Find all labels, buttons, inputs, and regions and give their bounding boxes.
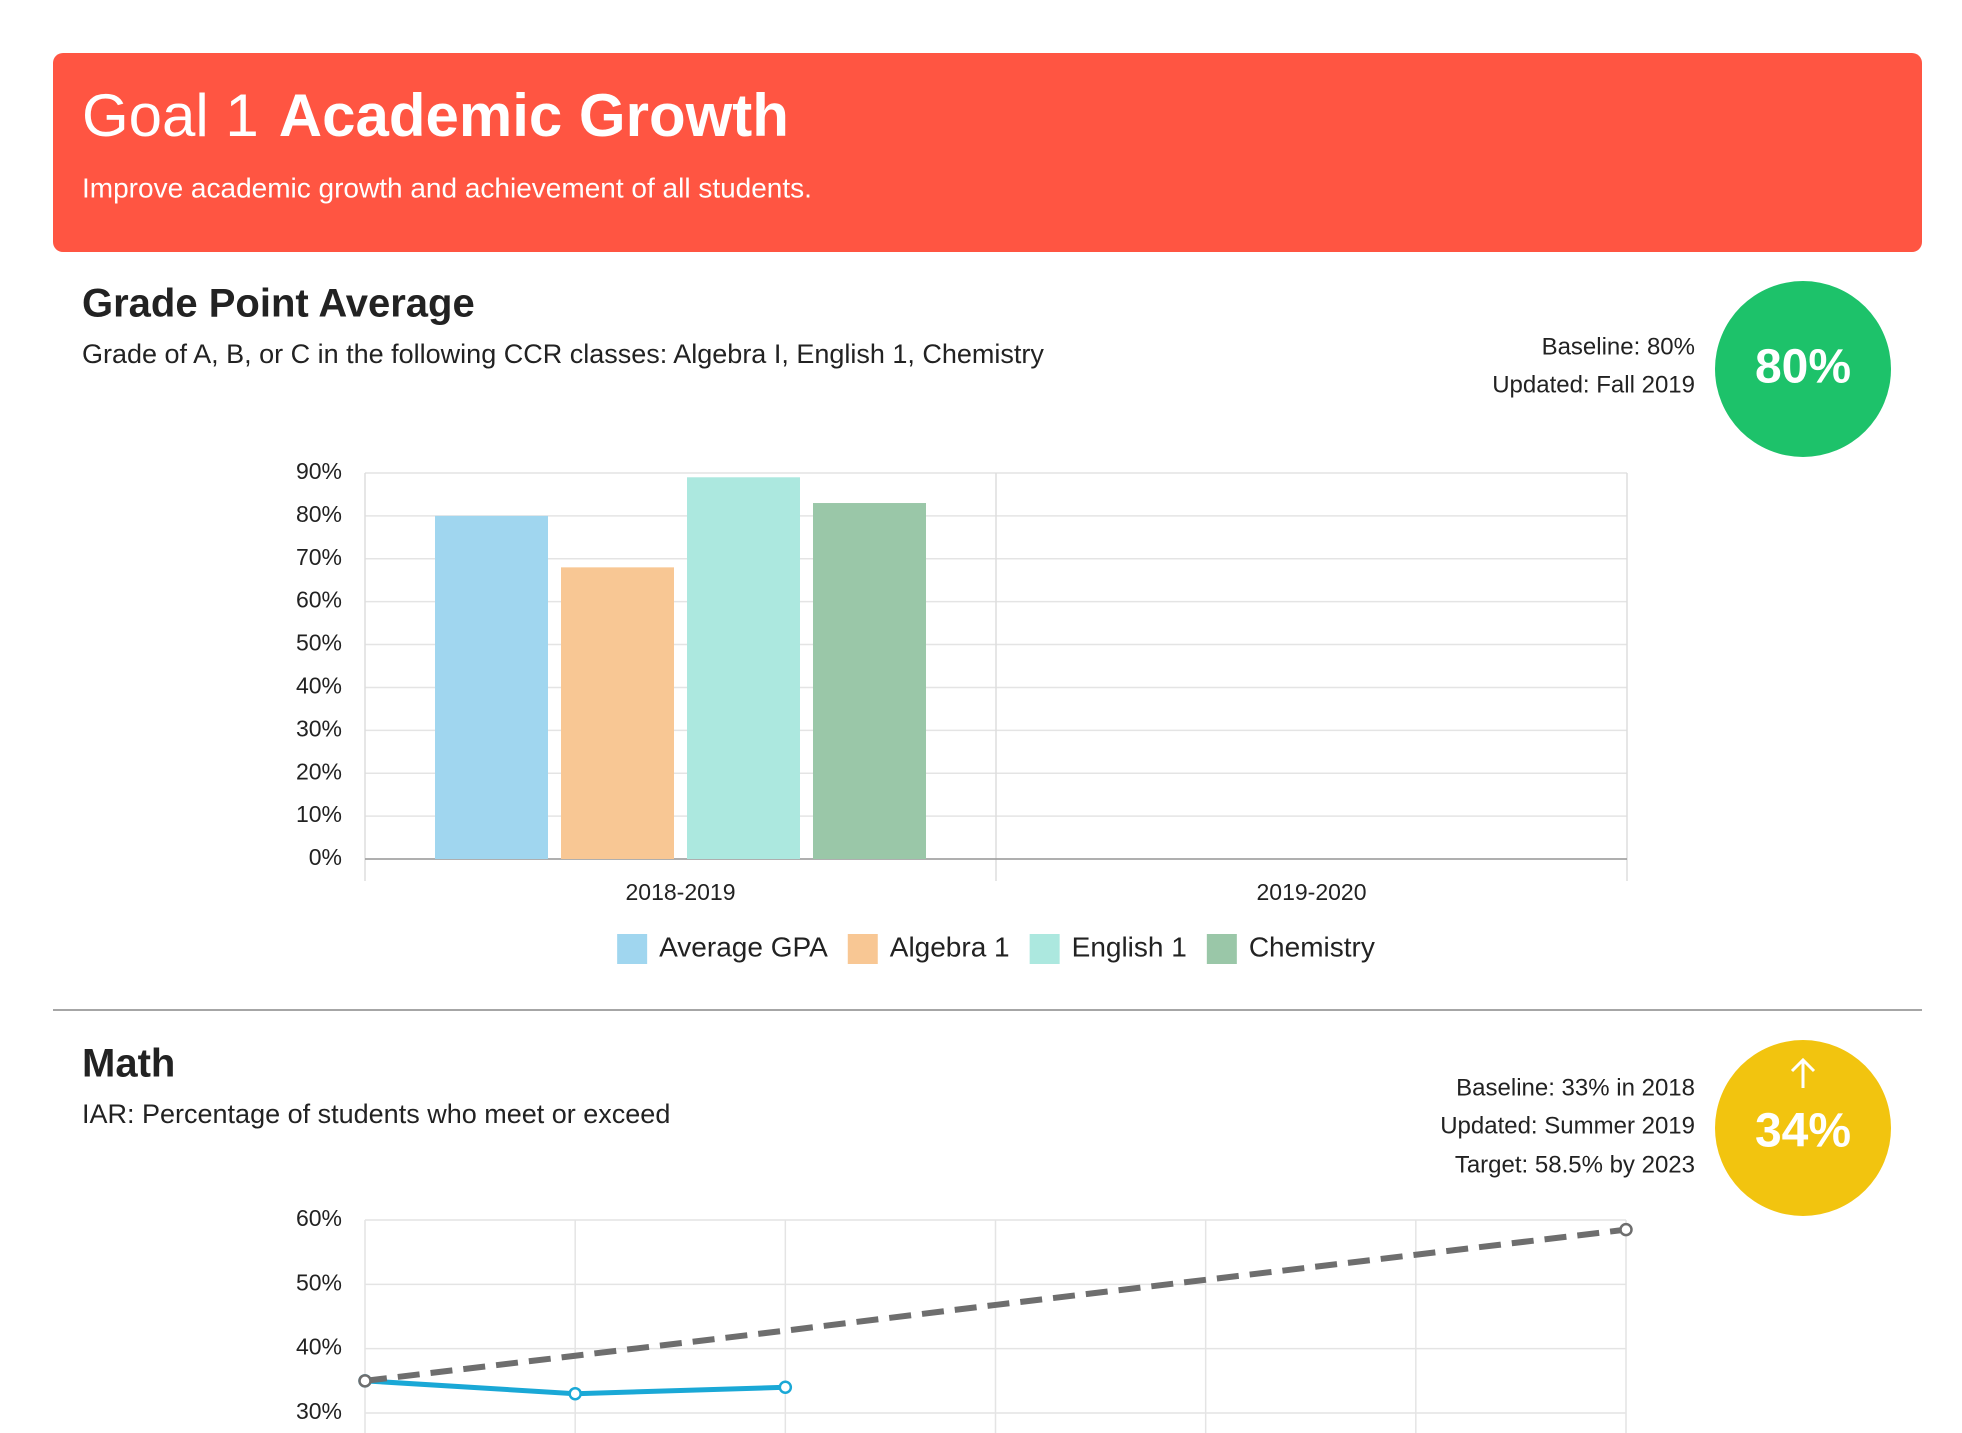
point-marker [778,1380,793,1395]
y-tick-label: 80% [296,501,342,527]
up-arrow-icon [1790,1057,1816,1088]
stat-text: Updated: Fall 2019 [1492,371,1695,398]
y-tick-label: 30% [296,1398,342,1424]
legend-swatch [1206,934,1237,964]
badge-circle [1715,281,1891,457]
y-tick-label: 70% [296,544,342,570]
y-tick-label: 40% [296,673,342,699]
section-title: Math [82,1042,175,1086]
bar [435,515,548,859]
y-tick-label: 50% [296,630,342,656]
legend-label: Algebra 1 [890,931,1010,962]
y-tick-label: 60% [296,1205,342,1231]
legend-label: Average GPA [659,931,828,962]
y-tick-label: 0% [309,844,342,870]
series-line [364,1226,1627,1384]
stat-text: Updated: Summer 2019 [1440,1112,1695,1139]
badge-value: 80% [1755,341,1851,394]
y-tick-label: 50% [296,1269,342,1295]
point-marker [1619,1222,1633,1237]
badge-value: 34% [1755,1105,1851,1158]
point-marker [568,1386,582,1401]
goal-title: Academic Growth [279,82,789,149]
section-subtitle: IAR: Percentage of students who meet or … [82,1099,670,1129]
legend-label: English 1 [1072,931,1187,962]
goal-subtitle: Improve academic growth and achievement … [82,172,812,203]
stat-text: Target: 58.5% by 2023 [1455,1151,1695,1178]
y-tick-label: 30% [296,715,342,741]
y-tick-label: 60% [296,587,342,613]
legend-swatch [1029,934,1060,964]
section-title: Grade Point Average [82,282,475,326]
y-tick-label: 20% [296,758,342,784]
bar [813,503,926,859]
goal-banner [53,53,1922,252]
legend-label: Chemistry [1249,931,1375,962]
stat-text: Baseline: 33% in 2018 [1456,1074,1695,1101]
bar [687,477,800,859]
x-tick-label: 2019-2020 [1257,879,1367,905]
goal-number: Goal 1 [82,82,259,149]
y-tick-label: 90% [296,458,342,484]
y-tick-label: 40% [296,1334,342,1360]
bar [561,567,674,859]
x-tick-label: 2018-2019 [626,879,736,905]
section-subtitle: Grade of A, B, or C in the following CCR… [82,339,1044,369]
goal-heading: Goal 1 Academic Growth [82,82,789,149]
y-tick-label: 10% [296,801,342,827]
stat-text: Baseline: 80% [1542,333,1695,360]
legend-swatch [847,934,878,964]
badge-circle [1715,1040,1891,1216]
point-marker [358,1374,372,1388]
legend-swatch [617,934,648,964]
